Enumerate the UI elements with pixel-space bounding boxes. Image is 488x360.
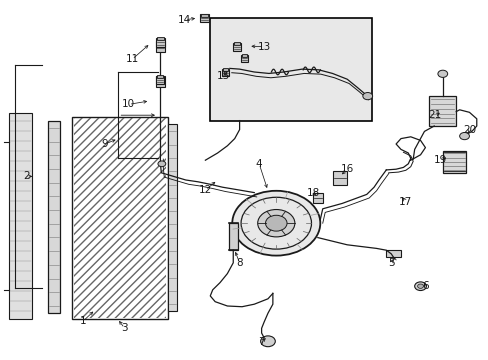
Circle shape	[362, 93, 372, 100]
Bar	[155, 76, 165, 87]
Text: 8: 8	[236, 258, 243, 268]
Bar	[234, 42, 240, 45]
Text: 18: 18	[305, 188, 319, 198]
Circle shape	[265, 215, 286, 231]
Text: 16: 16	[340, 164, 353, 174]
Circle shape	[260, 336, 275, 347]
Bar	[242, 54, 246, 57]
Text: 13: 13	[257, 42, 270, 52]
Bar	[9, 113, 32, 319]
Bar	[48, 121, 60, 313]
Text: 15: 15	[216, 71, 229, 81]
Bar	[222, 69, 229, 76]
Bar	[428, 96, 455, 126]
Text: 10: 10	[122, 99, 135, 109]
Bar	[167, 124, 176, 311]
Bar	[228, 223, 237, 250]
Circle shape	[232, 191, 320, 256]
Bar	[200, 14, 208, 22]
Bar	[233, 43, 241, 51]
Text: 5: 5	[387, 258, 394, 268]
Circle shape	[257, 210, 294, 237]
Bar	[201, 14, 207, 17]
Bar	[155, 41, 165, 52]
Bar	[157, 37, 163, 40]
Bar	[223, 68, 228, 71]
Text: 1: 1	[80, 316, 86, 326]
Text: 7: 7	[258, 337, 264, 347]
Text: 4: 4	[255, 159, 262, 169]
Bar	[241, 55, 247, 62]
Bar	[312, 193, 322, 203]
Text: 6: 6	[421, 281, 428, 291]
Bar	[156, 76, 164, 84]
Bar	[74, 118, 166, 318]
Text: 11: 11	[125, 54, 139, 64]
Bar	[442, 151, 465, 173]
Text: 12: 12	[198, 185, 212, 195]
Text: 19: 19	[432, 155, 446, 165]
Text: 2: 2	[23, 171, 30, 181]
Bar	[386, 250, 400, 257]
Text: 20: 20	[462, 125, 475, 135]
Bar	[332, 171, 346, 185]
Circle shape	[459, 132, 468, 140]
Circle shape	[158, 161, 165, 167]
Text: 17: 17	[398, 197, 412, 207]
Bar	[156, 38, 164, 47]
Bar	[157, 75, 163, 78]
Circle shape	[417, 284, 423, 288]
Text: 21: 21	[427, 110, 441, 120]
Circle shape	[437, 70, 447, 77]
Text: 9: 9	[102, 139, 108, 149]
Circle shape	[414, 282, 426, 291]
Bar	[210, 18, 371, 121]
Text: 3: 3	[121, 323, 128, 333]
Bar	[72, 117, 167, 319]
Text: 14: 14	[178, 15, 191, 25]
